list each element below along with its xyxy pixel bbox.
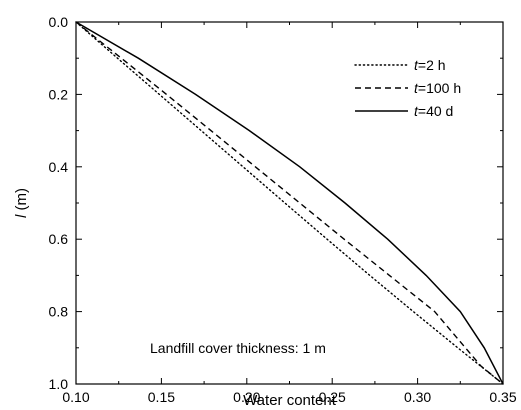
y-tick-label: 0.0 (49, 14, 69, 30)
ticks-layer: 0.10 0.15 0.20 0.25 0.30 0.35 0.0 0.2 0.4 0.6 0.8 1… (49, 14, 517, 405)
x-tick-label: 0.25 (319, 389, 346, 405)
series-layer (75, 21, 504, 385)
legend-label-3: t=40 d (414, 103, 453, 119)
legend-label-var: t (414, 57, 419, 73)
annotation-cover-thickness: Landfill cover thickness: 1 m (150, 340, 326, 356)
legend-label-var: t (414, 80, 419, 96)
y-tick-label: 0.4 (49, 159, 69, 175)
x-tick-label: 0.35 (489, 389, 516, 405)
legend-label-1: t=2 h (414, 57, 446, 73)
y-tick-label: 1.0 (49, 376, 69, 392)
x-tick-label: 0.15 (148, 389, 175, 405)
legend-label-rest: =100 h (418, 80, 461, 96)
legend-label-var: t (414, 103, 419, 119)
legend-label-2: t=100 h (414, 80, 461, 96)
plot-frame (75, 21, 504, 385)
series-line-3 (75, 21, 504, 385)
x-tick-label: 0.10 (62, 389, 89, 405)
x-tick-label: 0.20 (233, 389, 260, 405)
legend-label-rest: =2 h (418, 57, 446, 73)
legend-label-rest: =40 d (418, 103, 453, 119)
y-axis-label: l (m) (13, 188, 30, 218)
series-line-1 (75, 21, 504, 385)
y-tick-label: 0.6 (49, 231, 69, 247)
y-axis-label-var: l (13, 214, 30, 218)
y-tick-label: 0.8 (49, 304, 69, 320)
legend: t=2 ht=100 ht=40 d (354, 57, 461, 119)
series-line-2 (75, 21, 504, 385)
x-axis-label: Water content (243, 392, 337, 409)
x-tick-label: 0.30 (404, 389, 431, 405)
y-tick-label: 0.2 (49, 86, 69, 102)
y-axis-label-unit: (m) (13, 188, 30, 215)
